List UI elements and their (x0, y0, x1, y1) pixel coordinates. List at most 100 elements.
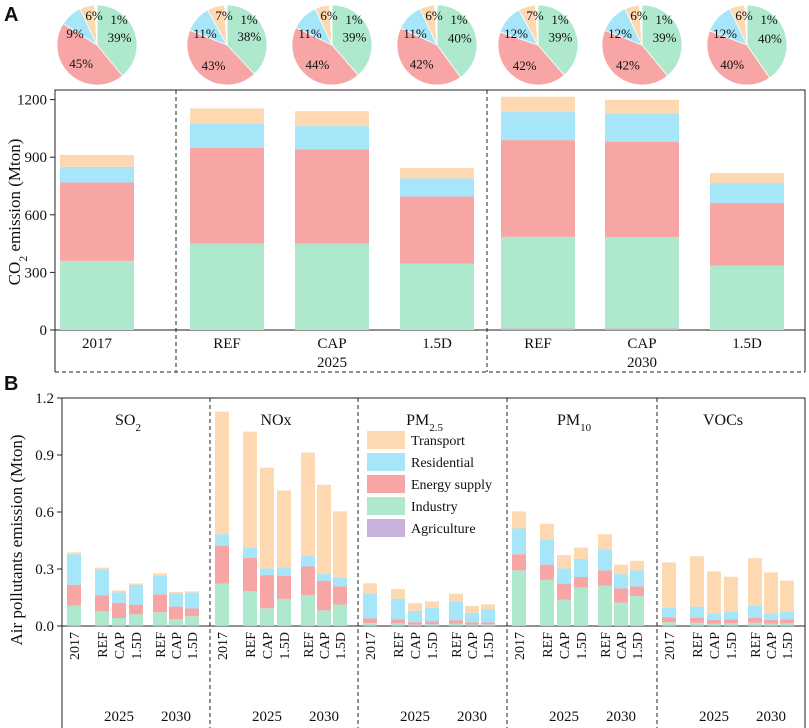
pie-percent-label: 6% (320, 8, 338, 23)
pie-percent-label: 11% (298, 26, 322, 41)
x-category-label: REF (450, 632, 465, 658)
y-tick-label: 0.6 (35, 505, 54, 521)
bar-segment-agriculture (780, 625, 794, 627)
bar-segment-energy-supply (95, 595, 109, 612)
bar-segment-industry (301, 595, 315, 626)
bar-segment-agriculture (501, 328, 575, 330)
pie-percent-label: 6% (630, 8, 648, 23)
bar-segment-industry (630, 595, 644, 626)
legend: Transport Residential Energy supply Industr… (367, 431, 492, 537)
pie-percent-label: 7% (526, 8, 544, 23)
pie-percent-label: 1% (551, 12, 569, 27)
pie-slice (396, 27, 462, 86)
bar-segment-energy-supply (153, 594, 167, 613)
y-tick-label: 0 (40, 323, 48, 339)
bar-segment-energy-supply (408, 622, 422, 625)
x-category-label: 1.5D (278, 632, 293, 660)
bar-segment-industry (425, 624, 439, 626)
pie-percent-label: 12% (504, 26, 528, 41)
bar-segment-energy-supply (710, 202, 784, 266)
bar-segment-energy-supply (60, 182, 134, 261)
pie-slice (291, 27, 359, 86)
bar-segment-industry (574, 587, 588, 626)
bar-segment-energy-supply (295, 149, 369, 244)
bar-segment-energy-supply (662, 617, 676, 623)
bar-segment-residential (724, 611, 738, 620)
bar-segment-energy-supply (243, 557, 257, 592)
pollutant-title: PM2.5 (406, 412, 443, 434)
bar-segment-agriculture (557, 625, 571, 626)
x-group-label: 2030 (309, 709, 339, 725)
bar-segment-residential (707, 613, 721, 620)
x-group-label: 2025 (252, 709, 282, 725)
bar-segment-residential (465, 612, 479, 623)
bar-segment-industry (724, 623, 738, 626)
pie-percent-label: 40% (448, 31, 472, 46)
x-category-label: 1.5D (781, 632, 796, 660)
bar-segment-residential (129, 584, 143, 605)
pie-slice (436, 4, 478, 78)
bar-segment-industry (215, 583, 229, 626)
pie-percent-label: 42% (616, 57, 640, 72)
x-category-label: 1.5D (575, 632, 590, 660)
pie-percent-label: 6% (85, 8, 103, 23)
pie-slice (706, 30, 771, 86)
bar-segment-residential (501, 112, 575, 141)
legend-label: Industry (411, 500, 458, 515)
pie-slice (497, 31, 565, 86)
bar-segment-residential (60, 166, 134, 183)
bar-segment-residential (400, 178, 474, 197)
x-group-label: 2025 (549, 709, 579, 725)
bar-segment-transport (185, 591, 199, 593)
bar-segment-industry (260, 608, 274, 626)
bar-segment-industry (112, 618, 126, 626)
bar-segment-industry (707, 623, 721, 626)
bar-segment-transport (710, 173, 784, 184)
bar-segment-industry (333, 604, 347, 626)
bar-segment-energy-supply (707, 619, 721, 624)
bar-segment-transport (60, 154, 134, 167)
bar-segment-transport (501, 96, 575, 113)
x-category-label: 1.5D (631, 632, 646, 660)
x-group-label: 2025 (317, 355, 347, 371)
pie-percent-label: 45% (69, 56, 93, 71)
co2-share-pies: 39%45%9%6% 1%38%43%11%7% 1%39%44%11%6% 1%40… (56, 4, 788, 86)
bar-segment-industry (662, 622, 676, 626)
bar-segment-agriculture (243, 625, 257, 626)
bar-segment-energy-supply (67, 584, 81, 606)
pie-slice (224, 4, 228, 46)
bar-segment-energy-supply (557, 583, 571, 600)
pollutant-title: PM10 (557, 412, 592, 434)
pie-percent-label: 7% (215, 8, 233, 23)
bar-segment-energy-supply (425, 621, 439, 625)
pie-percent-label: 6% (425, 8, 443, 23)
bar-segment-industry (400, 263, 474, 330)
pie-percent-label: 11% (403, 26, 427, 41)
x-group-label: 2025 (400, 709, 430, 725)
bar-segment-transport (317, 484, 331, 575)
x-category-label: 1.5D (426, 632, 441, 660)
bar-segment-agriculture (574, 625, 588, 626)
pie-percent-label: 1% (655, 12, 673, 27)
bar-segment-agriculture (449, 625, 463, 627)
bar-segment-residential (95, 569, 109, 596)
bar-segment-energy-supply (630, 586, 644, 596)
bar-segment-residential (112, 592, 126, 603)
bar-segment-transport (605, 99, 679, 114)
bar-segment-residential (169, 593, 183, 607)
bar-segment-agriculture (408, 625, 422, 627)
bar-segment-industry (557, 599, 571, 626)
bar-segment-transport (277, 490, 291, 568)
bar-segment-residential (598, 549, 612, 571)
x-category-label: REF (524, 336, 552, 352)
bar-segment-energy-supply (574, 576, 588, 588)
bar-segment-residential (67, 554, 81, 585)
bar-segment-residential (630, 570, 644, 587)
bar-segment-agriculture (391, 625, 405, 627)
x-category-label: CAP (615, 632, 630, 659)
bar-segment-transport (95, 567, 109, 570)
pie-slice (329, 4, 333, 46)
